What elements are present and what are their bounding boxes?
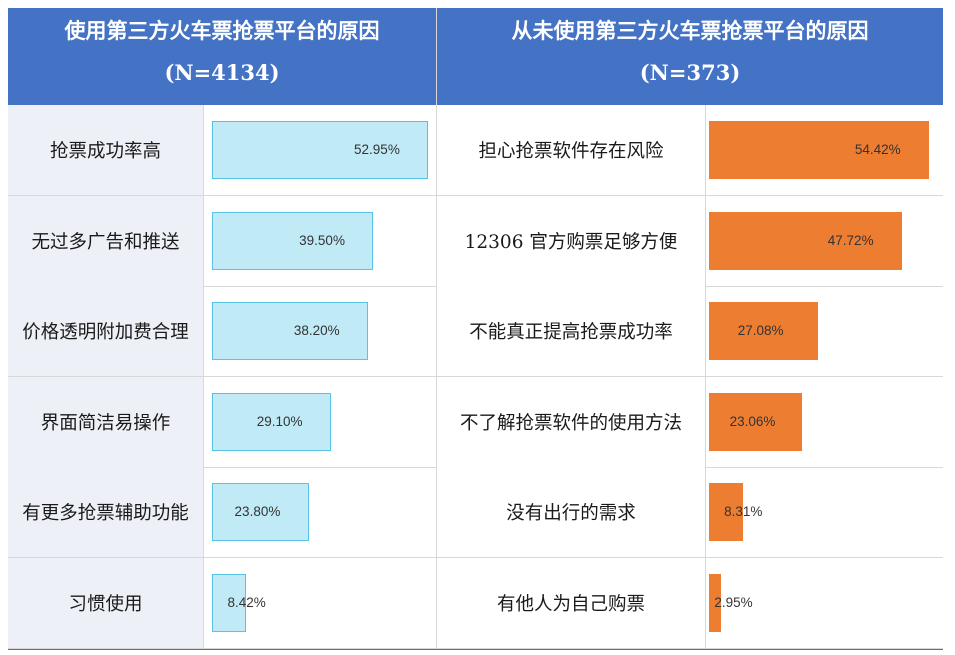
category-label: 习惯使用 [8,557,203,648]
value-label: 38.20% [293,323,340,338]
bar-cell: 8.31% [705,467,943,557]
value-label: 52.95% [354,142,400,157]
bar [709,483,743,541]
bar-cell: 39.50% [203,195,436,286]
bar-cell: 54.42% [705,105,943,195]
bar [709,573,721,632]
bar-row: 习惯使用 8.42% [8,557,436,649]
chart-title: 从未使用第三方火车票抢票平台的原因 [511,18,869,43]
bar [709,392,803,451]
category-label: 不了解抢票软件的使用方法 [437,376,705,467]
bar-cell: 2.95% [705,557,943,648]
bar-row: 不能真正提高抢票成功率 27.08% [437,286,943,377]
chart-panel-never-used: 从未使用第三方火车票抢票平台的原因 (N=373) 担心抢票软件存在风险 54.4… [437,8,943,650]
chart-subtitle: (N=4134) [164,60,280,85]
value-label: 2.95% [714,594,753,610]
bar-cell: 29.10% [203,376,436,467]
bar-row: 担心抢票软件存在风险 54.42% [437,105,943,196]
value-label: 27.08% [737,323,784,338]
bar-row: 不了解抢票软件的使用方法 23.06% [437,376,943,468]
panel-header: 使用第三方火车票抢票平台的原因 (N=4134) [8,8,436,105]
bar-row: 抢票成功率高 52.95% [8,105,436,196]
category-label: 有他人为自己购票 [437,557,705,648]
bar-cell: 27.08% [705,286,943,376]
category-label: 有更多抢票辅助功能 [8,467,203,557]
bar [212,211,374,270]
bar-row: 价格透明附加费合理 38.20% [8,286,436,377]
category-label: 抢票成功率高 [8,105,203,195]
bar-rows: 抢票成功率高 52.95% 无过多广告和推送 39.50% 价格透明附加费合理 38.20… [8,105,436,650]
panel-header: 从未使用第三方火车票抢票平台的原因 (N=373) [437,8,943,105]
bar-cell: 8.42% [203,557,436,648]
category-label: 界面简洁易操作 [8,376,203,467]
bar-cell: 52.95% [203,105,436,195]
bar-cell: 23.06% [705,376,943,467]
value-label: 54.42% [854,142,901,157]
chart-panel-used: 使用第三方火车票抢票平台的原因 (N=4134) 抢票成功率高 52.95% 无过多… [8,8,436,650]
value-label: 8.42% [227,594,266,610]
value-label: 8.31% [724,504,763,519]
bar-row: 无过多广告和推送 39.50% [8,195,436,287]
bar-row: 12306 官方购票足够方便 47.72% [437,195,943,287]
bar-cell: 38.20% [203,286,436,376]
bar [212,121,429,179]
chart-title: 使用第三方火车票抢票平台的原因 [64,18,380,43]
bottom-rule [8,649,943,650]
category-label: 担心抢票软件存在风险 [437,105,705,195]
bar-row: 界面简洁易操作 29.10% [8,376,436,468]
bar-row: 有他人为自己购票 2.95% [437,557,943,649]
bar-cell: 47.72% [705,195,943,286]
value-label: 39.50% [299,232,345,248]
category-label: 12306 官方购票足够方便 [437,195,705,286]
bar [212,573,247,632]
bar [212,302,368,360]
value-label: 23.80% [234,504,281,519]
bar-row: 没有出行的需求 8.31% [437,467,943,558]
panel-divider [436,8,437,650]
value-label: 29.10% [256,413,303,429]
bar [709,302,819,360]
bar-rows: 担心抢票软件存在风险 54.42% 12306 官方购票足够方便 47.72% 不能真正… [437,105,943,650]
value-label: 47.72% [827,232,874,248]
category-label: 价格透明附加费合理 [8,286,203,376]
bar [212,392,331,451]
bar [709,211,902,270]
bar [212,483,310,541]
category-label: 没有出行的需求 [437,467,705,557]
value-label: 23.06% [729,413,776,429]
bar-cell: 23.80% [203,467,436,557]
category-label: 不能真正提高抢票成功率 [437,286,705,376]
chart-subtitle: (N=373) [639,60,741,85]
bar [709,121,929,179]
bar-row: 有更多抢票辅助功能 23.80% [8,467,436,558]
category-label: 无过多广告和推送 [8,195,203,286]
